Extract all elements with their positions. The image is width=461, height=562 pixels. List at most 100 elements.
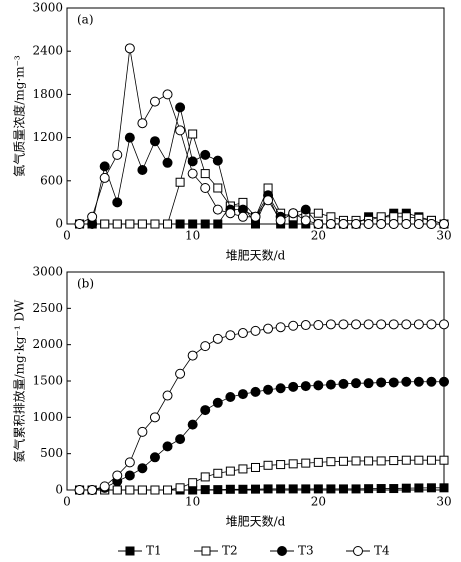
x-tick-label: 30 [436, 229, 451, 243]
marker [351, 484, 361, 494]
y-tick-label: 1800 [32, 87, 63, 101]
series [74, 43, 449, 229]
marker [200, 219, 210, 229]
marker [414, 455, 424, 465]
marker [301, 458, 311, 468]
marker [187, 350, 198, 361]
marker [100, 219, 110, 229]
marker [263, 484, 273, 494]
y-tick-label: 1200 [32, 130, 63, 144]
marker [225, 466, 235, 476]
marker [288, 381, 299, 392]
marker [363, 219, 374, 229]
marker [275, 383, 286, 394]
marker [313, 208, 323, 218]
marker [124, 470, 135, 481]
marker [389, 484, 399, 494]
x-tick-label: 20 [311, 495, 326, 509]
marker [325, 379, 336, 390]
marker [426, 376, 437, 387]
marker [275, 215, 286, 226]
marker [175, 125, 186, 136]
marker [439, 455, 449, 465]
marker [200, 485, 210, 495]
y-tick-label: 0 [55, 217, 63, 231]
marker [187, 168, 198, 179]
marker [149, 136, 160, 147]
marker [338, 219, 349, 229]
marker [338, 484, 348, 494]
marker [413, 319, 424, 330]
marker [251, 462, 260, 472]
marker [200, 149, 211, 160]
x-tick-label: 10 [185, 495, 200, 509]
y-tick-label: 500 [40, 446, 63, 460]
marker [263, 384, 274, 395]
marker [74, 485, 85, 495]
marker [313, 380, 324, 391]
marker [250, 211, 261, 222]
marker [237, 328, 248, 339]
marker [413, 376, 424, 387]
marker [74, 219, 85, 229]
marker [364, 484, 374, 494]
marker [162, 441, 173, 452]
marker [225, 208, 236, 219]
marker [112, 219, 122, 229]
marker [237, 211, 248, 222]
marker [125, 219, 135, 229]
panel-label: (b) [77, 277, 94, 291]
marker [200, 341, 211, 352]
y-tick-label: 2400 [32, 44, 63, 58]
marker [149, 96, 160, 107]
y-tick-label: 2500 [32, 301, 63, 315]
legend-item: T1 [118, 544, 162, 558]
marker [338, 319, 349, 330]
marker [401, 483, 411, 493]
marker [389, 456, 399, 466]
marker [124, 43, 135, 54]
marker [225, 484, 235, 494]
marker [401, 455, 411, 465]
marker [149, 452, 160, 463]
marker [288, 459, 298, 469]
marker [213, 219, 223, 229]
marker [200, 183, 211, 193]
legend-label: T3 [298, 544, 314, 558]
marker [188, 478, 198, 488]
marker [288, 320, 299, 331]
marker [439, 376, 449, 387]
legend-label: T1 [146, 544, 162, 558]
marker [112, 149, 123, 160]
legend-marker [201, 546, 211, 556]
x-axis-label: 堆肥天数/d [226, 514, 286, 529]
marker [188, 129, 198, 139]
marker [162, 89, 173, 100]
marker [238, 464, 248, 474]
marker [300, 215, 311, 226]
marker [175, 102, 186, 113]
marker [162, 390, 173, 401]
marker [87, 211, 98, 222]
marker [99, 172, 110, 183]
marker [426, 319, 437, 330]
marker [163, 485, 173, 495]
legend-label: T2 [222, 544, 238, 558]
marker [338, 378, 349, 389]
marker [212, 333, 223, 344]
marker [326, 484, 336, 494]
marker [137, 165, 148, 175]
legend-item: T2 [194, 544, 238, 558]
marker [213, 468, 223, 478]
marker [225, 330, 236, 341]
marker [326, 457, 336, 467]
marker [200, 472, 210, 482]
marker [137, 463, 148, 474]
marker [426, 455, 436, 465]
y-tick-label: 600 [40, 173, 63, 187]
marker [376, 484, 386, 494]
series [74, 319, 449, 495]
marker [288, 484, 298, 494]
marker [401, 319, 412, 330]
